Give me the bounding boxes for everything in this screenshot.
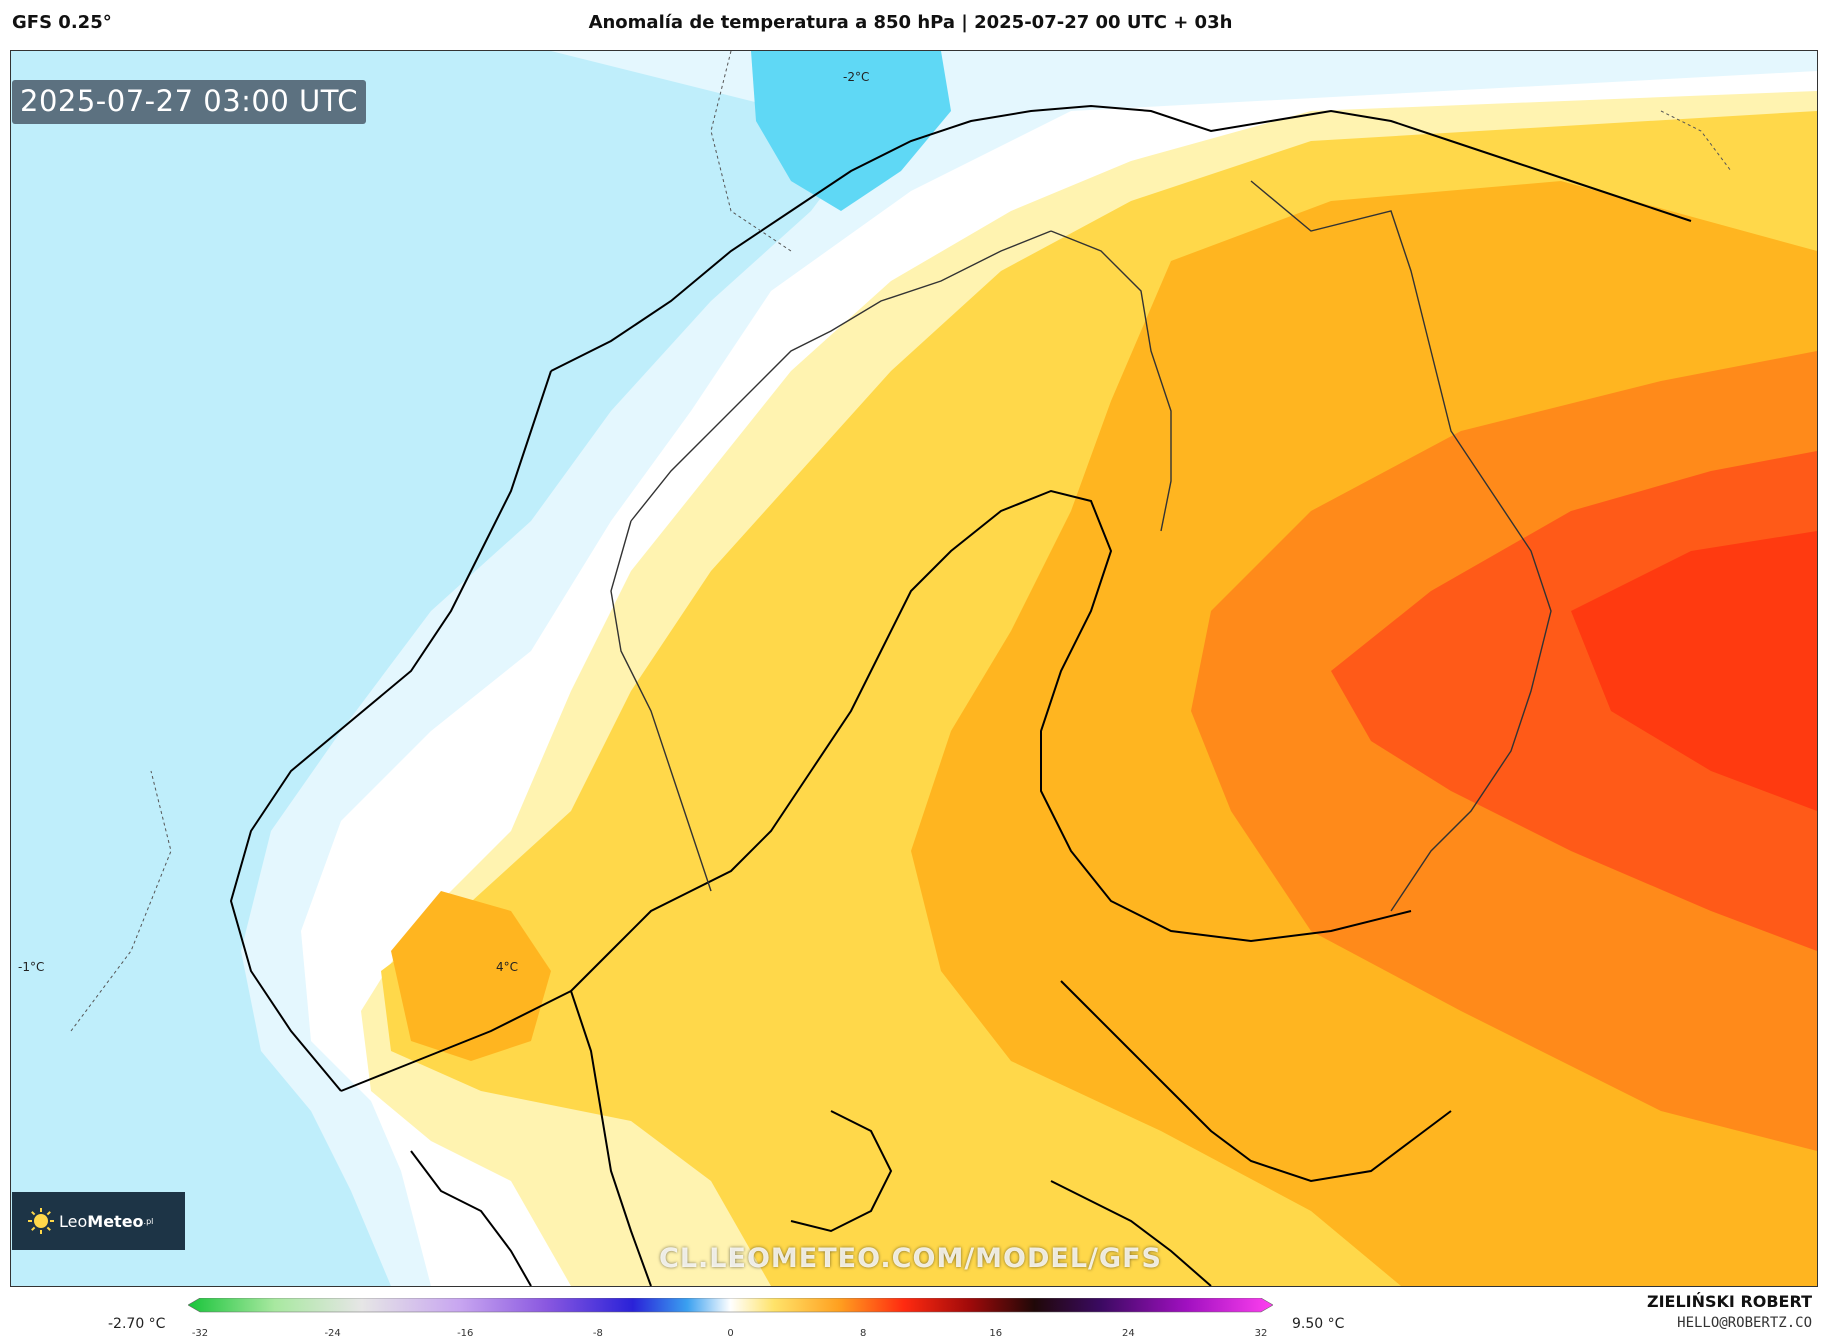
logo-brand-light: Leo <box>59 1211 88 1231</box>
model-name: GFS 0.25° <box>12 12 112 33</box>
colorbar-min-label: -2.70 °C <box>108 1316 166 1332</box>
southwest-warm-bubble <box>391 891 551 1061</box>
colorbar-tick-label: 16 <box>989 1328 1003 1339</box>
anomaly-map <box>11 51 1817 1286</box>
author-name: ZIELIŃSKI ROBERT <box>1646 1292 1812 1311</box>
cold-anomaly-patch <box>751 51 951 211</box>
sun-icon <box>28 1208 54 1234</box>
isotherm-label-west: -1°C <box>18 960 45 974</box>
colorbar-tick-label: -32 <box>191 1328 209 1339</box>
colorbar-tick-label: 0 <box>727 1328 734 1339</box>
colorbar-tick-label: 32 <box>1254 1328 1268 1339</box>
source-watermark[interactable]: CL.LEOMETEO.COM/MODEL/GFS <box>659 1243 1162 1274</box>
country-borders <box>610 180 1552 912</box>
isotherm-label-south: 4°C <box>496 960 519 974</box>
map-panel[interactable] <box>10 50 1818 1287</box>
peak-anomaly-core <box>1571 531 1817 811</box>
isotherm-label-north: -2°C <box>843 70 870 84</box>
colorbar-gradient <box>188 1298 1273 1313</box>
colorbar-tick-label: -24 <box>324 1328 341 1339</box>
colorbar-tick-label: -8 <box>592 1328 603 1339</box>
leometeo-logo[interactable]: Leo Meteo .pl <box>12 1192 185 1250</box>
logo-brand-bold: Meteo <box>87 1211 144 1231</box>
logo-tld: .pl <box>143 1216 154 1226</box>
colorbar-tick-label: -16 <box>457 1328 474 1339</box>
chart-title: Anomalía de temperatura a 850 hPa | 2025… <box>588 12 1233 33</box>
isotherm-lines <box>70 51 1732 1032</box>
colorbar-tick-label: 24 <box>1122 1328 1135 1339</box>
valid-time-badge: 2025-07-27 03:00 UTC <box>12 80 367 124</box>
author-email[interactable]: HELLO@ROBERTZ.CO <box>1677 1315 1812 1331</box>
colorbar-tick-label: 8 <box>859 1328 867 1339</box>
coastlines <box>229 104 1692 1286</box>
colorbar: -2.70 °C -32 -24 -16- <box>0 1290 1821 1339</box>
colorbar-max-label: 9.50 °C <box>1292 1316 1345 1332</box>
